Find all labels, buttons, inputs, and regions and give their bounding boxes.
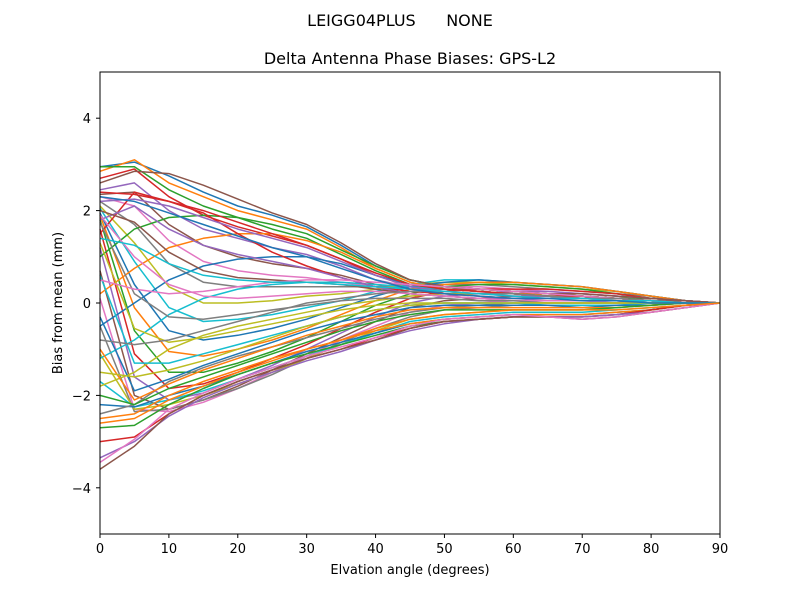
x-tick-label: 10 [161, 542, 178, 557]
x-axis-ticks: 0 10 20 30 40 50 60 70 80 90 [96, 534, 728, 557]
x-axis-label: Elvation angle (degrees) [330, 563, 489, 578]
series-line-45 [99, 198, 720, 304]
x-tick-label: 80 [643, 542, 660, 557]
x-tick-label: 20 [230, 542, 247, 557]
y-axis-ticks: −4 −2 0 2 4 [72, 112, 100, 497]
chart-title: Delta Antenna Phase Biases: GPS-L2 [264, 49, 556, 68]
y-tick-label: −4 [72, 482, 91, 497]
x-tick-label: 30 [298, 542, 315, 557]
x-tick-label: 90 [712, 542, 729, 557]
series-line-52 [99, 302, 721, 424]
series-line-46 [99, 170, 721, 304]
y-tick-label: 4 [83, 112, 91, 127]
y-axis-label: Bias from mean (mm) [51, 232, 66, 374]
figure-suptitle: LEIGG04PLUS NONE [307, 11, 493, 30]
series-line-25 [99, 302, 721, 459]
y-tick-label: 0 [83, 297, 91, 312]
plot-lines [99, 159, 721, 470]
series-line-12 [99, 214, 721, 357]
x-tick-label: 60 [505, 542, 522, 557]
x-tick-label: 70 [574, 542, 591, 557]
series-line-49 [99, 302, 720, 378]
x-tick-label: 50 [436, 542, 453, 557]
y-tick-label: 2 [83, 205, 91, 220]
series-line-22 [99, 302, 721, 420]
x-tick-label: 40 [367, 542, 384, 557]
series-line-41 [99, 302, 720, 392]
x-tick-label: 0 [96, 542, 104, 557]
y-tick-label: −2 [72, 389, 91, 404]
series-line-51 [99, 195, 720, 304]
series-line-43 [99, 302, 720, 406]
series-line-27 [99, 302, 721, 464]
series-line-48 [99, 290, 720, 346]
